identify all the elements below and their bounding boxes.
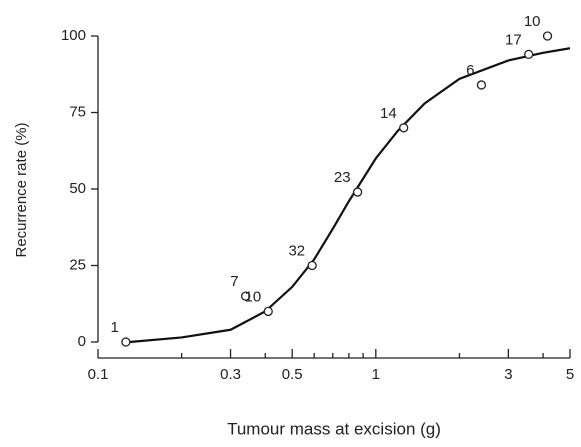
data-point xyxy=(399,123,409,133)
data-point xyxy=(476,80,487,90)
y-axis-label: Recurrence rate (%) xyxy=(13,122,30,257)
point-count-label: 1 xyxy=(111,319,119,336)
y-tick-label: 25 xyxy=(69,256,86,273)
data-point xyxy=(263,306,273,317)
y-tick-label: 75 xyxy=(69,103,86,120)
data-point xyxy=(524,49,534,60)
data-point xyxy=(121,337,131,347)
data-point xyxy=(352,187,363,197)
y-tick-label: 0 xyxy=(78,333,86,350)
x-tick-label: 0.3 xyxy=(220,366,241,383)
data-point xyxy=(241,291,251,301)
fit-curve xyxy=(129,47,571,344)
y-tick-label: 50 xyxy=(69,180,86,197)
x-tick-label: 0.1 xyxy=(88,366,109,383)
point-count-label: 14 xyxy=(380,105,397,122)
y-tick-label: 100 xyxy=(61,27,86,44)
data-point xyxy=(542,31,553,41)
x-tick-label: 3 xyxy=(504,366,512,383)
x-tick-label: 1 xyxy=(372,366,380,383)
x-tick-label: 5 xyxy=(566,366,574,383)
point-count-label: 6 xyxy=(466,62,474,79)
point-count-label: 17 xyxy=(505,31,522,48)
point-count-label: 10 xyxy=(524,13,541,30)
point-count-label: 10 xyxy=(245,288,262,305)
point-count-label: 32 xyxy=(288,242,305,259)
point-count-label: 7 xyxy=(230,273,238,290)
data-point xyxy=(307,260,317,271)
point-count-label: 23 xyxy=(334,169,351,186)
x-tick-label: 0.5 xyxy=(282,366,303,383)
x-axis-label: Tumour mass at excision (g) xyxy=(227,419,441,438)
